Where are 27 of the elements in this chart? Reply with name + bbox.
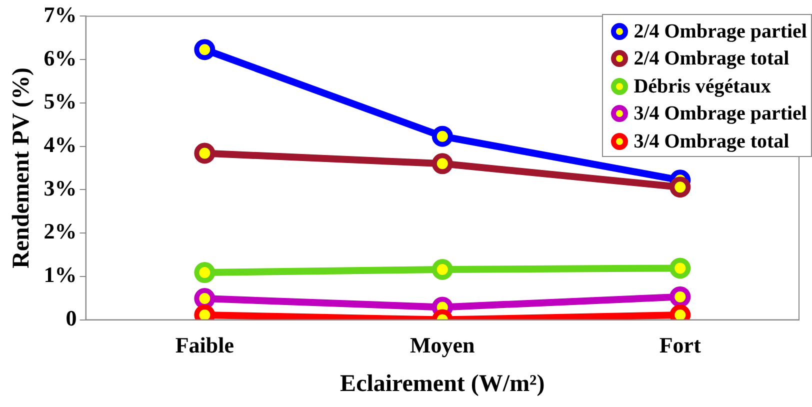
y-tick-label: 7% (44, 2, 77, 27)
legend-label: 3/4 Ombrage total (634, 130, 790, 152)
point (432, 126, 453, 147)
x-axis-title: Eclairement (W/m²) (340, 370, 545, 397)
point (194, 262, 216, 284)
y-tick-label: 2% (44, 218, 77, 244)
point (194, 39, 216, 60)
x-tick-label: Fort (659, 332, 702, 358)
x-tick-label: Moyen (410, 332, 475, 358)
point (432, 153, 453, 174)
legend-label: 2/4 Ombrage total (634, 48, 790, 70)
point (432, 258, 453, 280)
legend-label: 3/4 Ombrage partiel (634, 102, 807, 125)
x-tick-label: Faible (175, 332, 234, 358)
legend-label: Débris végétaux (634, 75, 771, 98)
y-tick-label: 5% (44, 88, 77, 114)
y-tick-label: 0 (66, 305, 77, 330)
point (670, 176, 691, 198)
y-tick-label: 4% (44, 132, 77, 157)
y-tick-label: 1% (44, 262, 77, 288)
y-tick-label: 6% (44, 45, 77, 70)
legend-label: 2/4 Ombrage partiel (634, 20, 807, 42)
point (194, 142, 216, 164)
y-tick-label: 3% (44, 175, 77, 200)
y-axis-title: Rendement PV (%) (8, 68, 35, 268)
point (670, 286, 691, 308)
point (670, 258, 691, 279)
